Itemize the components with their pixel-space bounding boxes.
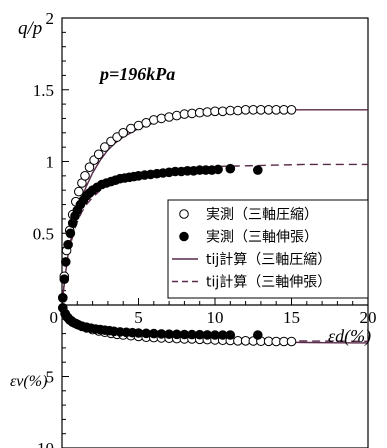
x-tick-label: 10 (207, 308, 224, 327)
data-point (225, 163, 236, 174)
y-top-tick-label: 1.5 (33, 81, 54, 100)
data-point (164, 112, 174, 122)
y-top-tick-label: 0.5 (33, 224, 54, 243)
data-point (65, 228, 76, 239)
chart-series-markers (58, 105, 297, 347)
data-point (63, 239, 73, 250)
data-point (172, 110, 182, 121)
x-tick-label: 15 (283, 308, 300, 327)
legend-symbol (179, 209, 189, 219)
data-point (58, 293, 68, 303)
data-point (149, 115, 159, 125)
pressure-annotation: p=196kPa (98, 64, 175, 84)
y-bottom-tick-label: 10 (37, 439, 54, 448)
x-axis-label: εd(%) (328, 326, 371, 347)
data-point (252, 165, 263, 175)
legend-box (167, 199, 369, 299)
data-point (93, 149, 104, 160)
legend-symbol (179, 231, 189, 242)
data-point (156, 113, 167, 124)
y-bottom-tick-label: 5 (46, 368, 55, 387)
data-point (118, 128, 128, 138)
chart-labels: q/p εv(%) εd(%) p=196kPa 5 10 15 20 0 0.5 1 1.5… (10, 9, 377, 448)
legend-label: 実測（三軸圧縮） (206, 207, 318, 223)
y-axis-label-top: q/p (18, 18, 42, 39)
data-point (286, 336, 297, 347)
data-point (225, 330, 236, 340)
data-point (59, 274, 70, 285)
y-top-tick-label: 1 (46, 153, 55, 172)
zero-tick-label: 0 (50, 308, 59, 327)
legend-label: 実測（三軸伸張） (206, 230, 318, 246)
legend-label: tij計算（三軸圧縮） (206, 252, 331, 268)
data-point (61, 257, 71, 267)
series-line-3 (61, 163, 368, 306)
legend: 実測（三軸圧縮） 実測（三軸伸張） tij計算（三軸圧縮） tij計算（三軸伸張） (167, 199, 369, 299)
y-axis-label-bottom: εv(%) (10, 373, 47, 390)
x-tick-label: 5 (134, 308, 143, 327)
y-top-tick-label: 2 (46, 9, 55, 28)
data-point (100, 142, 110, 152)
data-point (252, 330, 263, 340)
data-point (80, 171, 90, 181)
x-tick-label: 20 (360, 308, 377, 327)
data-point (74, 186, 84, 197)
data-point (286, 105, 297, 115)
legend-label: tij計算（三軸伸張） (206, 275, 331, 291)
data-point (213, 164, 223, 175)
data-point (84, 162, 95, 172)
